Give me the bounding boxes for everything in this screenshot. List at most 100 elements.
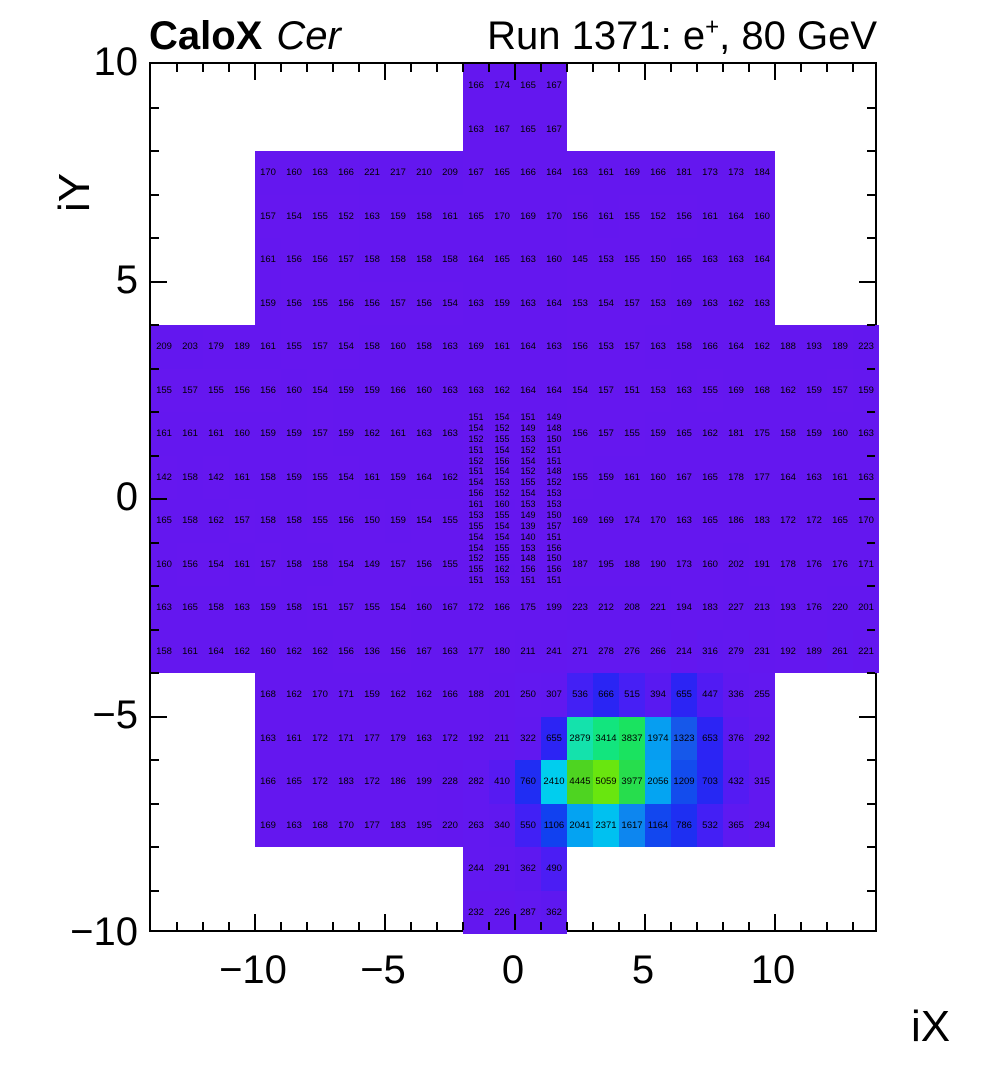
heatmap-cell: 153 <box>515 542 541 554</box>
heatmap-cell: 171 <box>333 716 359 760</box>
axis-tick <box>254 64 256 80</box>
axis-tick <box>867 324 875 326</box>
heatmap-cell: 160 <box>827 412 853 456</box>
heatmap-cell: 156 <box>541 542 567 554</box>
x-tick-label: 0 <box>501 948 525 992</box>
heatmap-cell: 162 <box>697 412 723 456</box>
y-tick-label: 5 <box>115 257 138 302</box>
heatmap-cell: 160 <box>541 238 567 282</box>
heatmap-cell: 276 <box>619 629 645 673</box>
heatmap-cell: 157 <box>307 325 333 369</box>
heatmap-cell: 156 <box>541 564 567 576</box>
axis-tick <box>228 922 230 930</box>
heatmap-cell: 165 <box>515 107 541 151</box>
heatmap-cell: 149 <box>359 542 385 586</box>
heatmap-cell: 163 <box>463 281 489 325</box>
heatmap-cell: 163 <box>749 281 775 325</box>
heatmap-cell: 172 <box>463 586 489 630</box>
axis-tick <box>384 64 386 80</box>
heatmap-cell: 155 <box>619 412 645 456</box>
heatmap-cell: 157 <box>593 368 619 412</box>
heatmap-cell: 211 <box>489 716 515 760</box>
heatmap-cell: 166 <box>385 368 411 412</box>
heatmap-cell: 163 <box>567 151 593 195</box>
axis-tick <box>151 889 159 892</box>
heatmap-cell: 208 <box>619 586 645 630</box>
heatmap-cell: 2371 <box>593 803 619 847</box>
heatmap-cell: 142 <box>203 455 229 499</box>
heatmap-cell: 148 <box>541 422 567 434</box>
heatmap-cell: 154 <box>281 194 307 238</box>
heatmap-cell: 278 <box>593 629 619 673</box>
heatmap-cell: 167 <box>411 629 437 673</box>
heatmap-cell: 155 <box>489 542 515 554</box>
heatmap-cell: 3977 <box>619 760 645 804</box>
axis-tick <box>514 914 516 930</box>
heatmap-cell: 164 <box>515 368 541 412</box>
axis-tick <box>852 922 854 930</box>
axis-tick <box>859 280 875 283</box>
heatmap-cell: 187 <box>567 542 593 586</box>
heatmap-cell: 152 <box>541 477 567 489</box>
heatmap-cell: 221 <box>645 586 671 630</box>
heatmap-cell: 163 <box>411 716 437 760</box>
axis-tick <box>867 846 875 848</box>
heatmap-cell: 159 <box>255 412 281 456</box>
axis-tick <box>540 922 542 930</box>
heatmap-cell: 164 <box>463 238 489 282</box>
heatmap-cell: 168 <box>255 673 281 717</box>
heatmap-cell: 199 <box>411 760 437 804</box>
heatmap-cell: 164 <box>541 281 567 325</box>
heatmap-cell: 152 <box>645 194 671 238</box>
heatmap-cell: 163 <box>463 107 489 151</box>
heatmap-cell: 199 <box>541 586 567 630</box>
heatmap-cell: 786 <box>671 803 697 847</box>
heatmap-cell: 155 <box>463 564 489 576</box>
heatmap-cell: 158 <box>671 325 697 369</box>
heatmap-cell: 164 <box>541 368 567 412</box>
heatmap-cell: 163 <box>645 325 671 369</box>
axis-tick <box>151 802 159 805</box>
heatmap-cell: 168 <box>307 803 333 847</box>
axis-tick <box>867 585 875 587</box>
axis-tick <box>151 280 167 283</box>
heatmap-cell: 169 <box>463 325 489 369</box>
heatmap-cell: 209 <box>151 325 177 369</box>
axis-tick <box>151 150 159 152</box>
heatmap-cell: 163 <box>411 412 437 456</box>
heatmap-cell: 210 <box>411 151 437 195</box>
heatmap-cell: 154 <box>489 412 515 423</box>
heatmap-cell: 154 <box>567 368 593 412</box>
heatmap-cell: 163 <box>515 281 541 325</box>
heatmap-cell: 214 <box>671 629 697 673</box>
axis-tick <box>436 922 438 930</box>
heatmap-cell: 159 <box>385 455 411 499</box>
heatmap-cell: 161 <box>463 499 489 510</box>
axis-tick <box>332 64 334 72</box>
heatmap-cell: 161 <box>359 455 385 499</box>
heatmap-cell: 307 <box>541 673 567 717</box>
heatmap-cell: 294 <box>749 803 775 847</box>
heatmap-cell: 156 <box>333 499 359 543</box>
heatmap-cell: 188 <box>619 542 645 586</box>
heatmap-cell: 154 <box>411 499 437 543</box>
heatmap-cell: 155 <box>515 477 541 489</box>
axis-tick <box>566 64 568 72</box>
x-tick-label: −5 <box>360 948 406 992</box>
heatmap-cell: 157 <box>333 586 359 630</box>
axis-tick <box>280 64 282 72</box>
heatmap-cell: 170 <box>541 194 567 238</box>
axis-tick <box>867 106 875 109</box>
heatmap-cell: 159 <box>281 412 307 456</box>
axis-tick <box>176 64 178 72</box>
heatmap-cell: 181 <box>671 151 697 195</box>
heatmap-cell: 157 <box>177 368 203 412</box>
heatmap-cell: 155 <box>489 553 515 565</box>
axis-tick <box>644 914 646 930</box>
heatmap-cell: 165 <box>697 499 723 543</box>
heatmap-cell: 282 <box>463 760 489 804</box>
axis-tick <box>358 64 360 72</box>
plot-frame: 166 174 165 167 163 167 165 167 170 160 163 166 221 2… <box>149 62 879 934</box>
axis-tick <box>592 922 594 930</box>
heatmap-cell: 211 <box>515 629 541 673</box>
